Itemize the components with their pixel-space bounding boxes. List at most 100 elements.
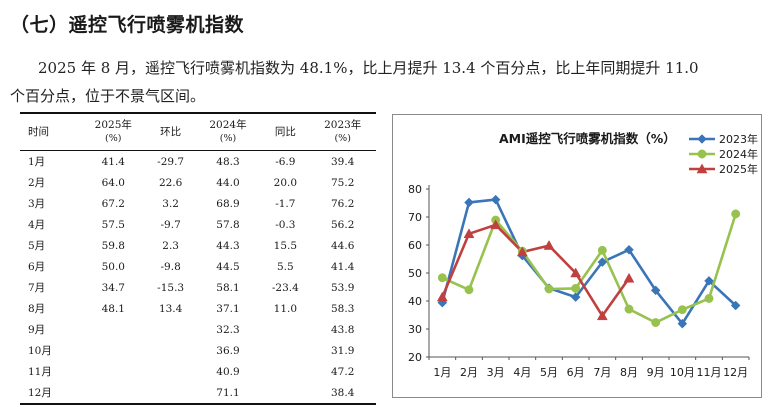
cell-y2023: 43.8 xyxy=(331,323,355,336)
cell-yoy xyxy=(261,340,309,361)
legend-label: 2025年 xyxy=(719,162,758,176)
legend-marker xyxy=(696,163,708,174)
cell-y2023: 76.2 xyxy=(331,197,355,210)
chart-axes: 20 30 40 50 60 70 80 1月 2月 3月 4月 5月 6月 7月 8月 9月 10月 11月 12… xyxy=(408,183,750,379)
cell-mom: 2.3 xyxy=(162,239,179,252)
cell-y2023: 56.2 xyxy=(331,218,355,231)
header-2023-label: 2023年 xyxy=(324,119,362,131)
table-row: 9月 32.3 43.8 xyxy=(20,319,376,340)
data-point xyxy=(436,291,448,302)
legend-label: 2023年 xyxy=(719,132,758,146)
cell-month: 12月 xyxy=(28,387,52,399)
data-point xyxy=(731,209,741,219)
cell-month: 11月 xyxy=(28,366,52,378)
x-tick-label: 7月 xyxy=(593,366,611,379)
y-tick-label: 30 xyxy=(408,323,422,336)
legend-marker xyxy=(697,149,707,159)
table-row: 8月 48.1 13.4 37.1 11.0 58.3 xyxy=(20,298,376,319)
chart-title: AMI遥控飞行喷雾机指数（%） xyxy=(499,131,676,146)
cell-y2024: 57.8 xyxy=(216,218,240,231)
cell-y2024: 40.9 xyxy=(216,365,240,378)
cell-month: 2月 xyxy=(28,177,46,189)
cell-mom: -15.3 xyxy=(157,281,185,294)
cell-y2023: 39.4 xyxy=(331,155,355,168)
cell-y2025 xyxy=(80,340,147,361)
chart-series xyxy=(436,194,741,329)
x-tick-label: 12月 xyxy=(723,366,748,379)
table-row: 3月 67.2 3.2 68.9 -1.7 76.2 xyxy=(20,193,376,214)
cell-month: 6月 xyxy=(28,261,46,273)
cell-y2025: 41.4 xyxy=(101,155,125,168)
data-table: 时间 2025年 (%) 环比 2024年 (%) 同比 2023年 (%) 1… xyxy=(20,112,376,405)
table-row: 2月 64.0 22.6 44.0 20.0 75.2 xyxy=(20,172,376,193)
data-point xyxy=(730,300,741,311)
cell-y2025: 34.7 xyxy=(101,281,125,294)
cell-month: 7月 xyxy=(28,282,46,294)
cell-y2024: 48.3 xyxy=(216,155,240,168)
data-point xyxy=(544,284,554,294)
summary-line-1-text: 2025 年 8 月，遥控飞行喷雾机指数为 48.1%，比上月提升 13.4 个… xyxy=(38,59,699,77)
data-point xyxy=(704,294,714,303)
cell-yoy: -23.4 xyxy=(271,281,299,294)
table-header: 时间 2025年 (%) 环比 2024年 (%) 同比 2023年 (%) xyxy=(20,113,376,151)
index-table: 时间 2025年 (%) 环比 2024年 (%) 同比 2023年 (%) 1… xyxy=(20,112,376,405)
y-tick-label: 70 xyxy=(408,211,422,224)
cell-yoy: 15.5 xyxy=(273,239,298,252)
cell-mom: -9.7 xyxy=(160,218,181,231)
data-point xyxy=(490,219,502,230)
header-mom: 环比 xyxy=(160,125,182,138)
data-point xyxy=(651,318,661,328)
cell-y2025: 67.2 xyxy=(101,197,125,210)
cell-y2024: 37.1 xyxy=(216,302,240,315)
data-point xyxy=(437,273,447,283)
x-tick-label: 10月 xyxy=(670,366,695,379)
cell-yoy xyxy=(261,361,309,382)
section-heading: （七）遥控飞行喷雾机指数 xyxy=(10,14,245,36)
table-row: 11月 40.9 47.2 xyxy=(20,361,376,382)
cell-y2023: 47.2 xyxy=(331,365,355,378)
cell-y2025: 57.5 xyxy=(101,218,125,231)
data-point xyxy=(463,228,475,239)
cell-y2023: 58.3 xyxy=(331,302,355,315)
x-tick-label: 8月 xyxy=(620,366,638,379)
x-tick-label: 9月 xyxy=(647,366,665,379)
data-point xyxy=(571,283,581,293)
header-month: 时间 xyxy=(28,125,49,138)
table-row: 5月 59.8 2.3 44.3 15.5 44.6 xyxy=(20,235,376,256)
data-point xyxy=(704,275,714,286)
cell-y2025: 59.8 xyxy=(101,239,125,252)
table-row: 10月 36.9 31.9 xyxy=(20,340,376,361)
header-2025-unit: (%) xyxy=(105,133,122,144)
line-chart: AMI遥控飞行喷雾机指数（%） 20 30 40 50 60 70 80 1月 2月 3月 4月 5月… xyxy=(392,114,762,398)
table-row: 7月 34.7 -15.3 58.1 -23.4 53.9 xyxy=(20,277,376,298)
cell-month: 8月 xyxy=(28,303,46,315)
series-line-2024年 xyxy=(441,213,737,324)
header-2023: 2023年 (%) xyxy=(309,113,376,151)
data-point xyxy=(677,305,687,315)
cell-mom xyxy=(147,340,195,361)
header-2024-label: 2024年 xyxy=(209,119,247,131)
cell-y2023: 44.6 xyxy=(331,239,355,252)
data-point xyxy=(490,194,501,205)
data-point xyxy=(650,285,661,296)
cell-y2024: 44.5 xyxy=(216,260,240,273)
cell-mom: 22.6 xyxy=(158,176,183,189)
y-tick-label: 40 xyxy=(408,295,422,308)
cell-month: 10月 xyxy=(28,345,52,357)
header-yoy: 同比 xyxy=(274,125,296,138)
cell-y2023: 41.4 xyxy=(331,260,355,273)
cell-y2024: 71.1 xyxy=(216,386,240,399)
cell-yoy xyxy=(261,319,309,340)
chart-svg: AMI遥控飞行喷雾机指数（%） 20 30 40 50 60 70 80 1月 2月 3月 4月 5月… xyxy=(408,131,758,379)
data-point xyxy=(516,246,528,257)
header-2025-label: 2025年 xyxy=(94,119,132,131)
summary-line-2: 个百分点，位于不景气区间。 xyxy=(10,87,206,105)
cell-y2024: 58.1 xyxy=(216,281,240,294)
cell-y2025: 64.0 xyxy=(101,176,125,189)
cell-y2025 xyxy=(80,361,147,382)
x-tick-label: 3月 xyxy=(487,366,505,379)
summary-line-1: 2025 年 8 月，遥控飞行喷雾机指数为 48.1%，比上月提升 13.4 个… xyxy=(10,54,768,82)
cell-yoy: 20.0 xyxy=(273,176,298,189)
cell-y2024: 44.3 xyxy=(216,239,240,252)
